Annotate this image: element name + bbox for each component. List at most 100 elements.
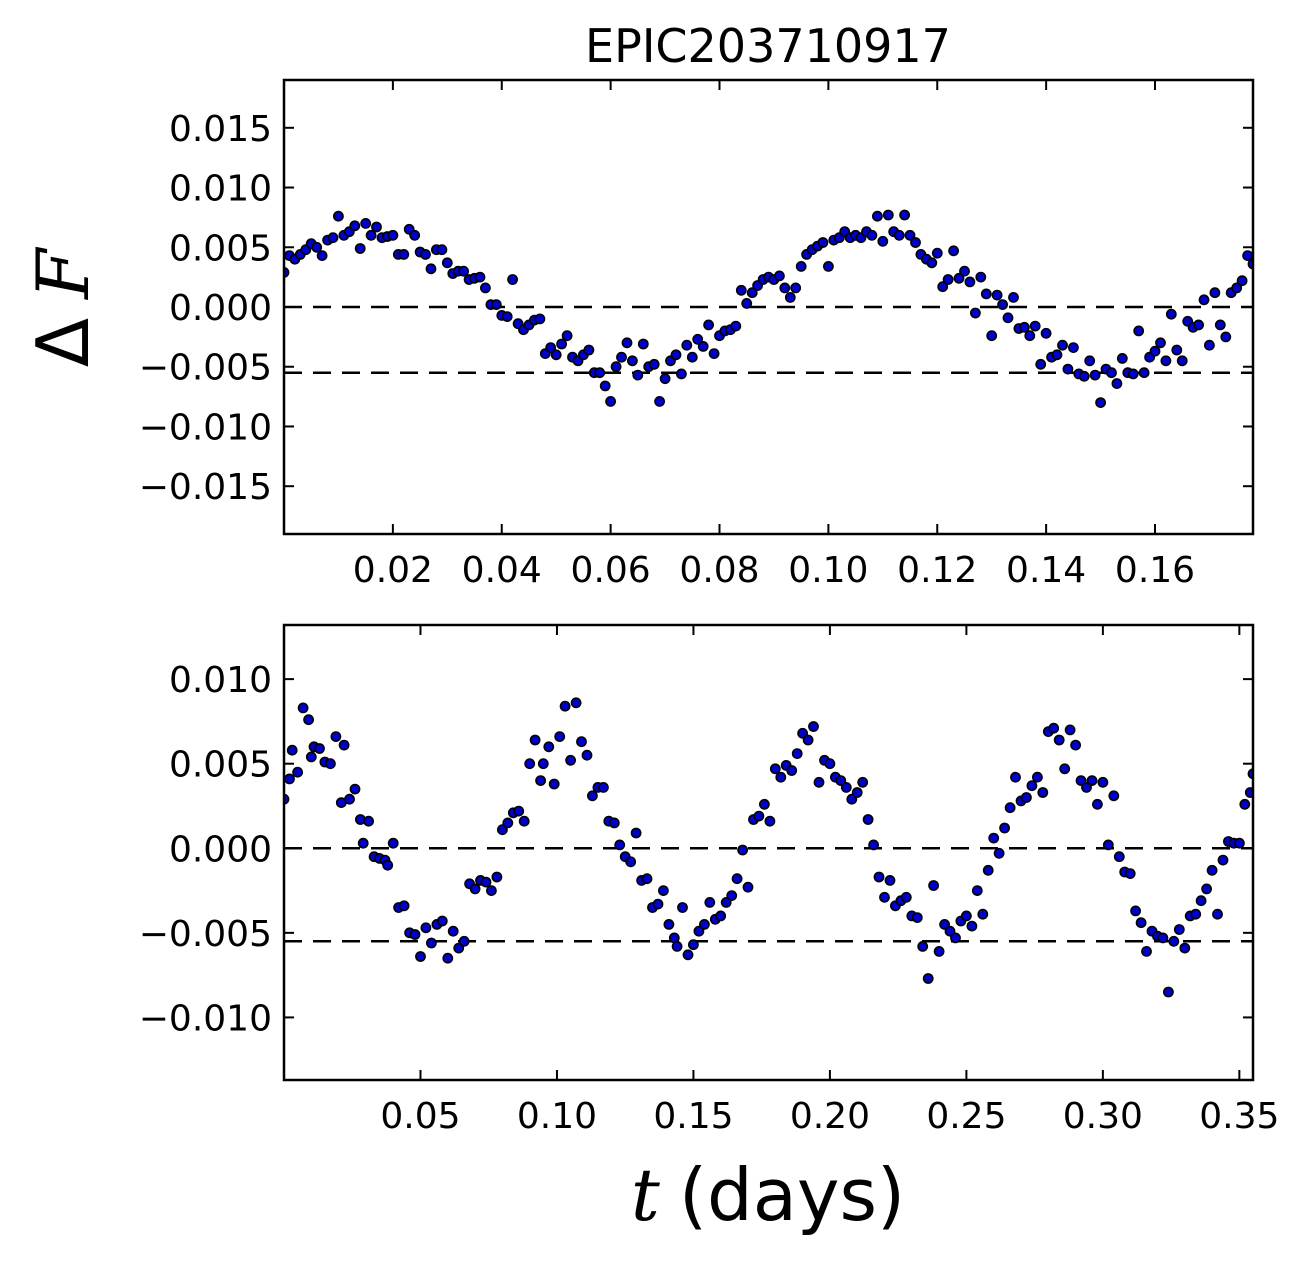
bottom-data-point xyxy=(565,754,576,766)
top-data-point xyxy=(1214,319,1226,331)
top-data-point xyxy=(632,369,644,381)
bottom-x-tick-label: 0.05 xyxy=(380,1096,460,1137)
bottom-data-point xyxy=(879,891,890,903)
top-data-point xyxy=(1193,319,1204,331)
top-data-point xyxy=(1242,250,1253,261)
bottom-data-point xyxy=(581,749,593,761)
top-data-point xyxy=(583,344,595,356)
top-data-point xyxy=(681,339,693,351)
bottom-data-point xyxy=(720,897,732,908)
bottom-data-point xyxy=(917,941,929,952)
top-data-point xyxy=(953,272,965,284)
bottom-data-point xyxy=(442,952,454,964)
top-data-point xyxy=(975,271,987,283)
top-data-point xyxy=(866,229,878,241)
bottom-data-point xyxy=(682,949,694,961)
top-data-point xyxy=(501,311,513,322)
bottom-data-point xyxy=(868,839,879,851)
bottom-data-point xyxy=(1201,883,1212,895)
top-axes-frame xyxy=(282,78,1255,536)
top-data-point xyxy=(877,235,889,247)
top-data-point xyxy=(1062,363,1074,375)
top-x-tick-label: 0.10 xyxy=(788,550,868,591)
bottom-data-point xyxy=(1086,775,1098,786)
top-panel: −0.015 −0.010 −0.005 0.000 0.005 0.010 0.015 0.… xyxy=(139,78,1255,591)
top-data-point xyxy=(637,338,649,350)
bottom-y-tick-label: 0.010 xyxy=(169,660,272,701)
bottom-data-point xyxy=(1004,802,1016,814)
bottom-data-point xyxy=(999,822,1010,834)
y-axis-label-var: F xyxy=(21,246,105,301)
bottom-data-point xyxy=(786,765,798,776)
bottom-data-point xyxy=(1206,864,1218,876)
bottom-data-point xyxy=(387,837,399,849)
top-data-point xyxy=(1138,367,1150,379)
bottom-data-point xyxy=(587,790,598,802)
bottom-points xyxy=(284,697,1253,998)
bottom-data-point xyxy=(1168,935,1180,947)
top-data-point xyxy=(371,221,382,233)
top-data-point xyxy=(970,307,981,319)
bottom-data-point xyxy=(305,751,317,763)
bottom-data-point xyxy=(1135,917,1147,929)
top-data-point xyxy=(545,342,557,353)
bottom-data-point xyxy=(641,873,653,885)
bottom-data-point xyxy=(598,782,609,793)
bottom-data-point xyxy=(1026,780,1038,792)
top-data-point xyxy=(882,209,894,221)
top-data-point xyxy=(409,229,421,241)
top-data-point xyxy=(964,276,976,288)
top-y-tick-label: 0.015 xyxy=(169,109,272,150)
top-data-point xyxy=(599,380,611,392)
bottom-data-point xyxy=(977,908,989,920)
bottom-data-point xyxy=(715,910,727,922)
top-data-point xyxy=(1078,370,1090,382)
top-data-point xyxy=(1002,312,1014,324)
top-data-point xyxy=(1024,330,1036,342)
bottom-data-point xyxy=(873,871,885,883)
top-data-point xyxy=(354,243,366,254)
bottom-y-tick-label: −0.005 xyxy=(139,914,272,955)
x-axis-label-unit: (days) xyxy=(679,1153,905,1237)
top-x-tick-label: 0.02 xyxy=(353,550,433,591)
bottom-data-point xyxy=(1173,924,1185,935)
top-data-point xyxy=(654,395,665,407)
bottom-data-point xyxy=(971,885,983,896)
y-axis-label: Δ F xyxy=(21,246,105,367)
top-data-point xyxy=(904,229,916,241)
top-data-point xyxy=(365,229,377,241)
bottom-data-point xyxy=(671,941,683,952)
bottom-data-point xyxy=(491,871,503,883)
top-data-point xyxy=(1057,339,1068,351)
top-data-point xyxy=(735,284,747,296)
bottom-data-point xyxy=(1032,771,1043,783)
top-data-point xyxy=(931,247,943,259)
bottom-data-point xyxy=(862,814,874,825)
bottom-data-point xyxy=(835,775,847,786)
top-data-point xyxy=(741,297,753,309)
bottom-data-point xyxy=(1212,908,1223,920)
top-data-point xyxy=(948,245,959,257)
bottom-data-point xyxy=(409,929,421,940)
top-data-point xyxy=(1040,327,1052,339)
top-data-point xyxy=(1209,287,1221,299)
top-data-point xyxy=(621,337,633,349)
top-data-point xyxy=(332,210,344,222)
bottom-data-point xyxy=(1021,792,1032,803)
bottom-data-point xyxy=(1130,905,1141,917)
bottom-data-point xyxy=(480,876,492,888)
bottom-data-point xyxy=(737,844,748,856)
top-data-point xyxy=(893,229,905,241)
top-data-point xyxy=(1116,352,1128,364)
top-data-point xyxy=(594,367,606,379)
bottom-data-point xyxy=(824,758,836,770)
bottom-data-point xyxy=(802,734,814,746)
bottom-x-tick-label: 0.25 xyxy=(926,1096,1006,1137)
top-data-point xyxy=(670,349,682,361)
top-data-point xyxy=(1176,355,1188,367)
bottom-data-point xyxy=(759,798,770,810)
top-data-point xyxy=(1198,294,1210,306)
top-data-point xyxy=(1220,331,1232,343)
top-data-point xyxy=(420,248,431,260)
bottom-data-point xyxy=(1108,790,1120,802)
